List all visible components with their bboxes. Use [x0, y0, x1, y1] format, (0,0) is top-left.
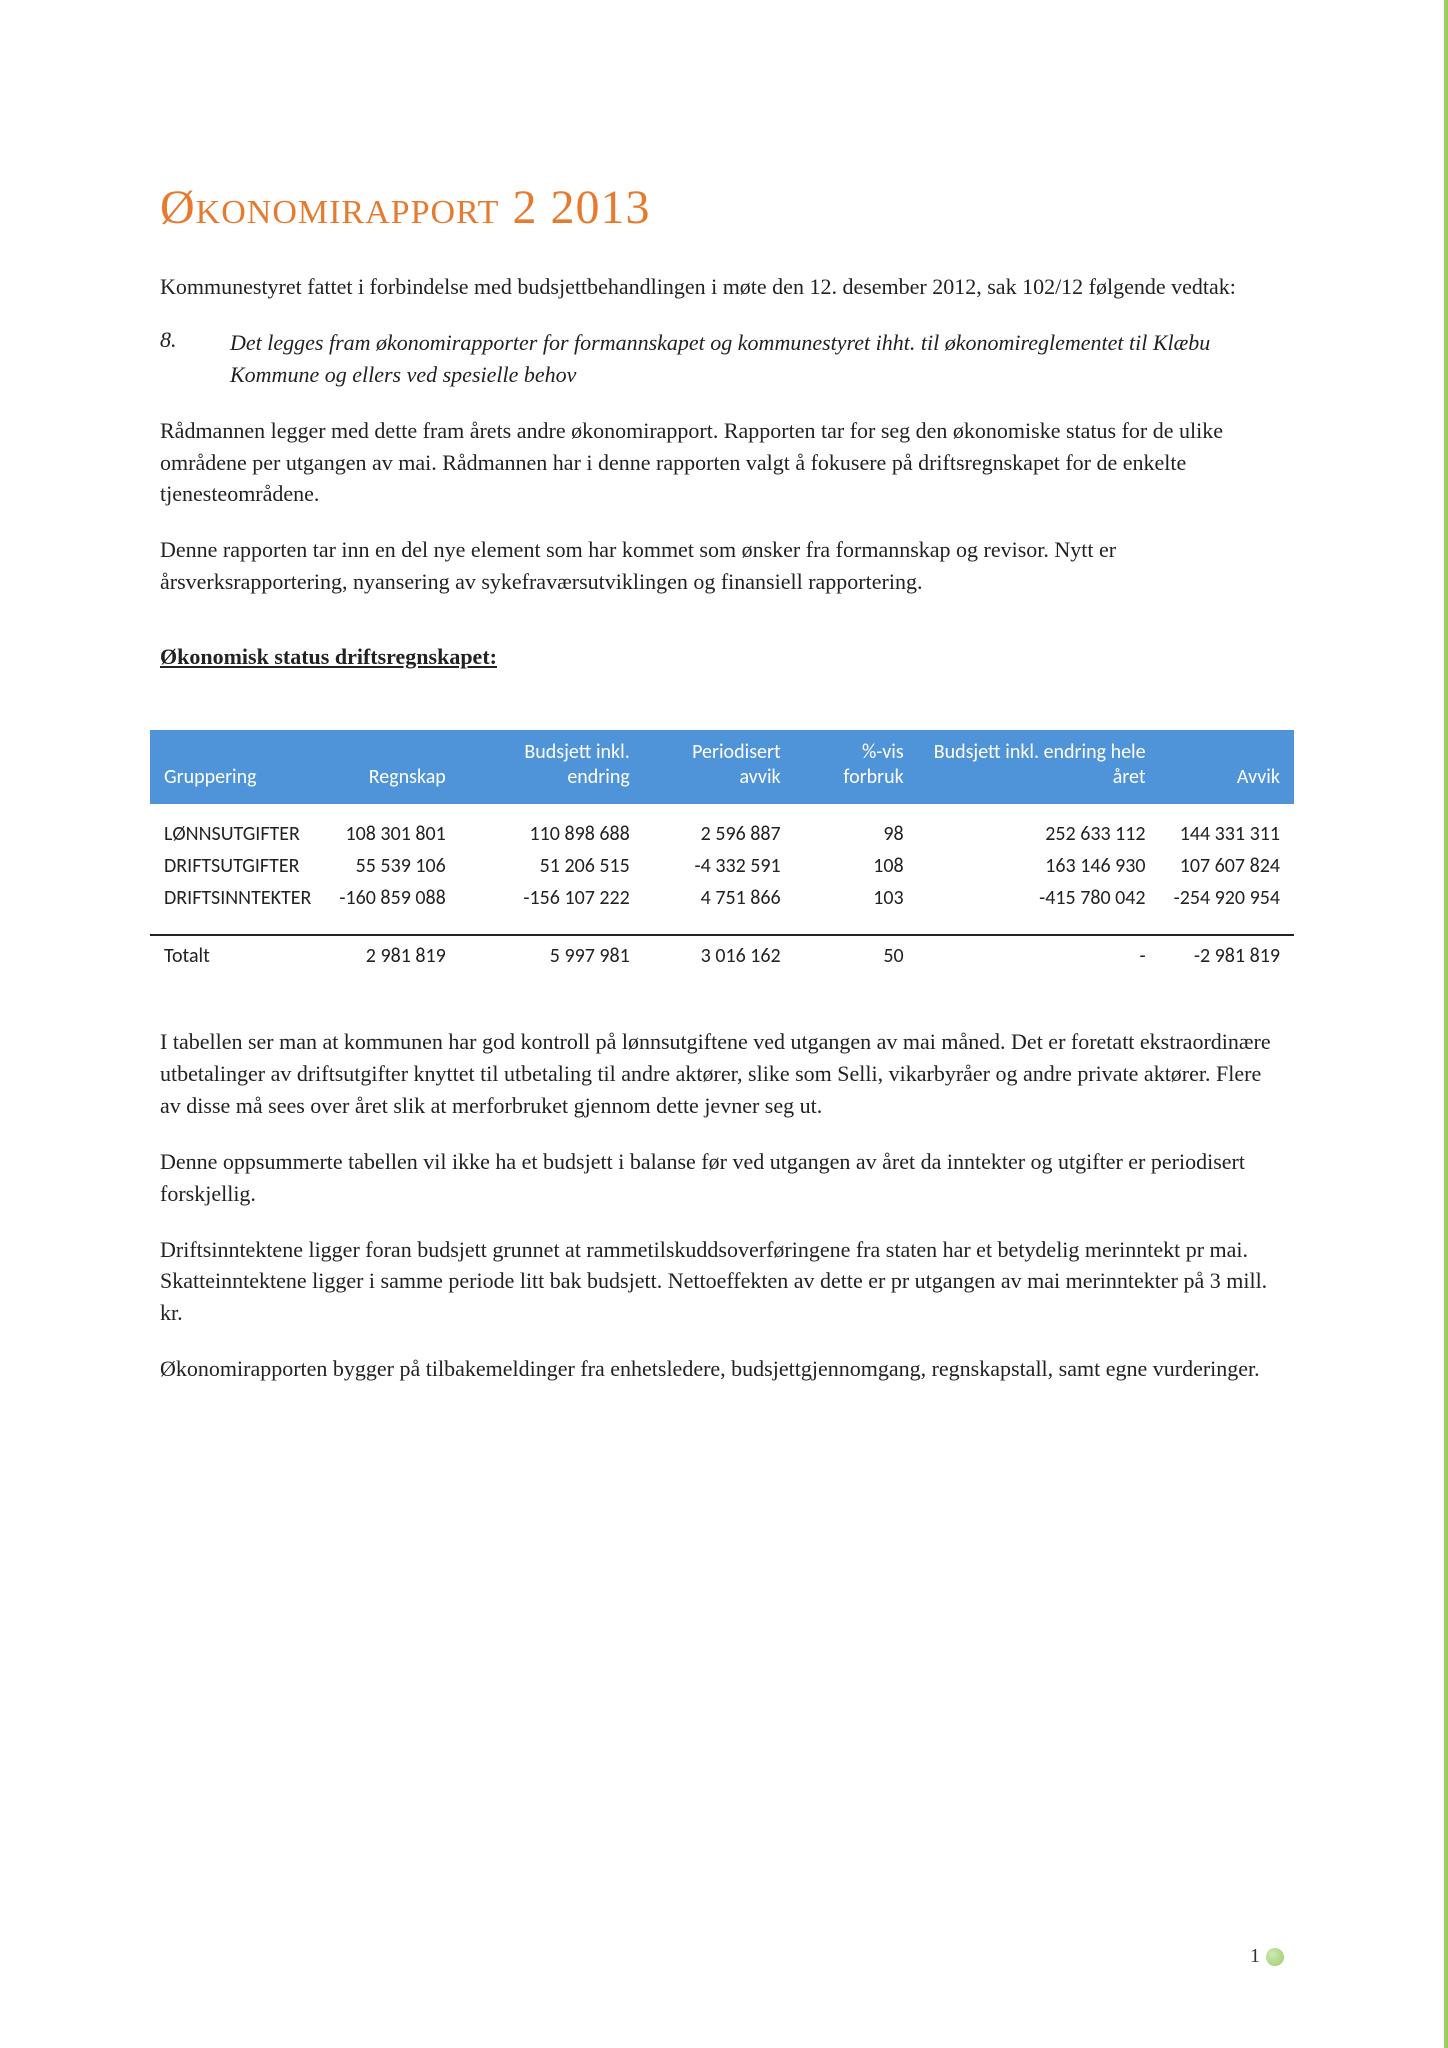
- item-text: Det legges fram økonomirapporter for for…: [230, 327, 1284, 391]
- cell-total: 2 981 819: [325, 935, 459, 976]
- item-number: 8.: [160, 327, 230, 391]
- cell-total: 5 997 981: [460, 935, 644, 976]
- cell-gruppering: DRIFTSUTGIFTER: [150, 850, 325, 882]
- cell-avvik-per: -4 332 591: [644, 850, 795, 882]
- cell-avvik: 144 331 311: [1160, 818, 1294, 850]
- cell-pct: 108: [795, 850, 918, 882]
- cell-total: -: [918, 935, 1160, 976]
- cell-total: 50: [795, 935, 918, 976]
- body-paragraph: Rådmannen legger med dette fram årets an…: [160, 415, 1284, 511]
- budget-table: Gruppering Regnskap Budsjett inkl. endri…: [150, 730, 1294, 976]
- intro-paragraph: Kommunestyret fattet i forbindelse med b…: [160, 271, 1284, 303]
- page-number-value: 1: [1250, 1945, 1260, 1968]
- col-regnskap: Regnskap: [325, 730, 459, 804]
- numbered-item: 8. Det legges fram økonomirapporter for …: [160, 327, 1284, 391]
- body-paragraph: Denne rapporten tar inn en del nye eleme…: [160, 534, 1284, 598]
- table-header-row: Gruppering Regnskap Budsjett inkl. endri…: [150, 730, 1294, 804]
- table-row: DRIFTSUTGIFTER 55 539 106 51 206 515 -4 …: [150, 850, 1294, 882]
- col-budsjett-endring: Budsjett inkl. endring: [460, 730, 644, 804]
- page-number: 1: [1250, 1945, 1284, 1968]
- cell-total: 3 016 162: [644, 935, 795, 976]
- body-paragraph: Økonomirapporten bygger på tilbakemeldin…: [160, 1353, 1284, 1385]
- col-periodisert-avvik: Periodisert avvik: [644, 730, 795, 804]
- cell-budsjett: -156 107 222: [460, 882, 644, 920]
- cell-budsjett-aar: 252 633 112: [918, 818, 1160, 850]
- table-total-row: Totalt 2 981 819 5 997 981 3 016 162 50 …: [150, 935, 1294, 976]
- cell-gruppering: LØNNSUTGIFTER: [150, 818, 325, 850]
- cell-budsjett-aar: -415 780 042: [918, 882, 1160, 920]
- cell-avvik: -254 920 954: [1160, 882, 1294, 920]
- table-spacer: [150, 920, 1294, 935]
- document-page: Økonomirapport 2 2013 Kommunestyret fatt…: [0, 0, 1448, 2048]
- cell-regnskap: 55 539 106: [325, 850, 459, 882]
- cell-total: -2 981 819: [1160, 935, 1294, 976]
- cell-budsjett: 110 898 688: [460, 818, 644, 850]
- col-budsjett-hele-aret: Budsjett inkl. endring hele året: [918, 730, 1160, 804]
- cell-regnskap: 108 301 801: [325, 818, 459, 850]
- table-row: LØNNSUTGIFTER 108 301 801 110 898 688 2 …: [150, 818, 1294, 850]
- cell-budsjett-aar: 163 146 930: [918, 850, 1160, 882]
- cell-regnskap: -160 859 088: [325, 882, 459, 920]
- page-title: Økonomirapport 2 2013: [160, 180, 1284, 235]
- body-paragraph: Driftsinntektene ligger foran budsjett g…: [160, 1234, 1284, 1330]
- page-ornament-icon: [1266, 1948, 1284, 1966]
- cell-pct: 98: [795, 818, 918, 850]
- table-spacer: [150, 804, 1294, 818]
- cell-avvik-per: 4 751 866: [644, 882, 795, 920]
- col-avvik: Avvik: [1160, 730, 1294, 804]
- col-pct-forbruk: %-vis forbruk: [795, 730, 918, 804]
- section-heading: Økonomisk status driftsregnskapet:: [160, 644, 1284, 670]
- table-row: DRIFTSINNTEKTER -160 859 088 -156 107 22…: [150, 882, 1294, 920]
- cell-total-label: Totalt: [150, 935, 325, 976]
- cell-avvik: 107 607 824: [1160, 850, 1294, 882]
- cell-pct: 103: [795, 882, 918, 920]
- cell-gruppering: DRIFTSINNTEKTER: [150, 882, 325, 920]
- body-paragraph: Denne oppsummerte tabellen vil ikke ha e…: [160, 1146, 1284, 1210]
- col-gruppering: Gruppering: [150, 730, 325, 804]
- body-paragraph: I tabellen ser man at kommunen har god k…: [160, 1026, 1284, 1122]
- cell-budsjett: 51 206 515: [460, 850, 644, 882]
- cell-avvik-per: 2 596 887: [644, 818, 795, 850]
